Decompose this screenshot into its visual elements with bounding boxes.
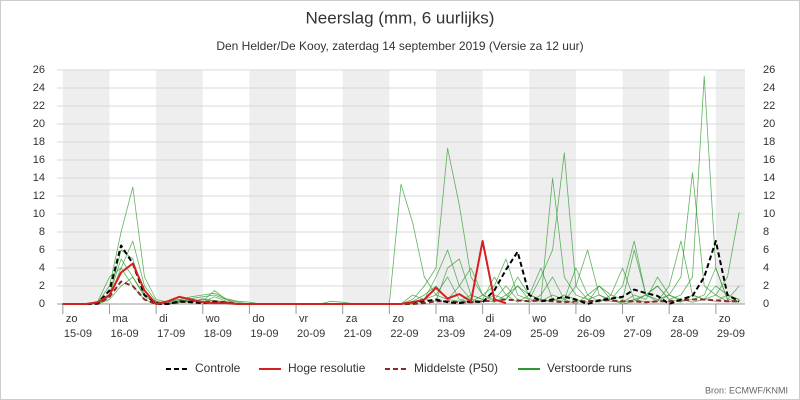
day-band [435, 70, 483, 304]
y-tick-label: 18 [33, 136, 45, 148]
day-band [62, 70, 110, 304]
x-tick-day: wo [205, 313, 220, 325]
x-tick-date: 21-09 [344, 328, 372, 340]
series-line [62, 240, 507, 305]
x-tick-date: 15-09 [64, 328, 92, 340]
y-tick-label: 20 [33, 118, 45, 130]
x-tick-date: 24-09 [484, 328, 512, 340]
x-tick-date: 17-09 [157, 328, 185, 340]
legend-label: Controle [195, 361, 241, 375]
x-tick-day: di [486, 313, 495, 325]
chart-subtitle: Den Helder/De Kooy, zaterdag 14 septembe… [216, 39, 583, 53]
x-tick-day: ma [112, 313, 128, 325]
y-tick-label: 14 [33, 172, 45, 184]
x-tick-day: za [346, 313, 359, 325]
x-tick-date: 27-09 [624, 328, 652, 340]
y-tick-label: 22 [33, 100, 45, 112]
x-tick-date: 23-09 [437, 328, 465, 340]
day-band [715, 70, 745, 304]
x-tick-date: 29-09 [717, 328, 745, 340]
x-tick-day: ma [439, 313, 455, 325]
x-tick-day: zo [392, 313, 404, 325]
x-tick-date: 22-09 [390, 328, 418, 340]
x-tick-date: 19-09 [250, 328, 278, 340]
x-tick-date: 16-09 [110, 328, 138, 340]
day-band [249, 70, 297, 304]
y2-tick-label: 26 [763, 64, 775, 76]
x-tick-day: vr [299, 313, 309, 325]
y-tick-label: 10 [33, 208, 45, 220]
y2-tick-label: 20 [763, 118, 775, 130]
legend-label: Verstoorde runs [547, 361, 632, 375]
y-tick-label: 12 [33, 190, 45, 202]
x-tick-date: 25-09 [530, 328, 558, 340]
x-tick-day: vr [626, 313, 636, 325]
y2-tick-label: 8 [763, 226, 769, 238]
day-band [156, 70, 203, 304]
x-tick-day: zo [66, 313, 78, 325]
x-tick-date: 28-09 [670, 328, 698, 340]
y-tick-label: 8 [39, 226, 45, 238]
x-tick-date: 20-09 [297, 328, 325, 340]
y2-tick-label: 12 [763, 190, 775, 202]
source: Bron: ECMWF/KNMI [705, 385, 788, 395]
y2-tick-label: 4 [763, 262, 769, 274]
series-line [62, 240, 740, 305]
y-tick-label: 16 [33, 154, 45, 166]
y2-tick-label: 0 [763, 298, 769, 310]
y-tick-label: 4 [39, 262, 45, 274]
x-tick-date: 18-09 [204, 328, 232, 340]
x-tick-day: do [252, 313, 264, 325]
y-tick-label: 24 [33, 82, 45, 94]
x-tick-day: wo [531, 313, 546, 325]
x-tick-day: di [159, 313, 168, 325]
day-band [342, 70, 390, 304]
chart-title: Neerslag (mm, 6 uurlijks) [306, 8, 495, 27]
legend-label: Hoge resolutie [288, 361, 366, 375]
y2-tick-label: 16 [763, 154, 775, 166]
legend-label: Middelste (P50) [414, 361, 498, 375]
y2-tick-label: 10 [763, 208, 775, 220]
y2-tick-label: 14 [763, 172, 775, 184]
y-tick-label: 0 [39, 298, 45, 310]
x-tick-day: zo [719, 313, 731, 325]
y-tick-label: 6 [39, 244, 45, 256]
x-tick-date: 26-09 [577, 328, 605, 340]
x-tick-day: do [579, 313, 591, 325]
y-tick-label: 2 [39, 280, 45, 292]
y2-tick-label: 2 [763, 280, 769, 292]
y2-tick-label: 6 [763, 244, 769, 256]
y2-tick-label: 22 [763, 100, 775, 112]
y-tick-label: 26 [33, 64, 45, 76]
y2-tick-label: 24 [763, 82, 775, 94]
x-tick-day: za [672, 313, 685, 325]
y2-tick-label: 18 [763, 136, 775, 148]
day-band [529, 70, 576, 304]
